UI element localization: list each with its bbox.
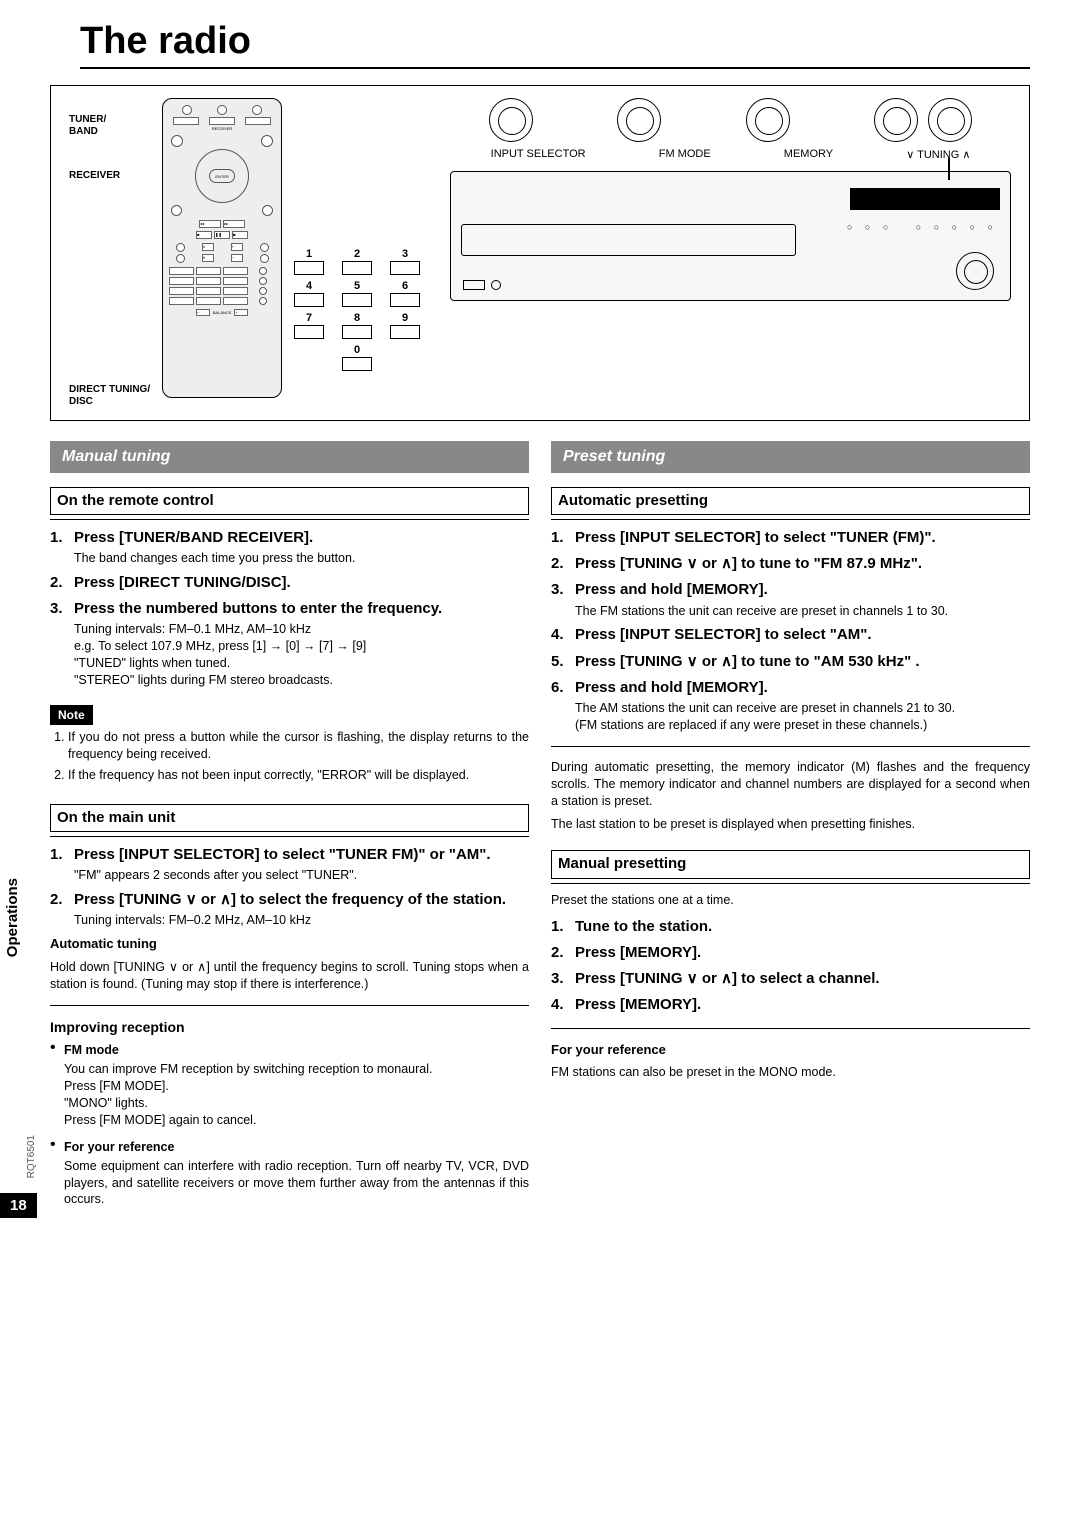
automatic-tuning-body: Hold down [TUNING ∨ or ∧] until the freq…: [50, 959, 529, 993]
preset-tuning-column: Preset tuning Automatic presetting Press…: [551, 441, 1030, 1218]
side-tab-operations: Operations: [0, 870, 25, 965]
automatic-presetting-subhead: Automatic presetting: [551, 487, 1030, 515]
improving-reception-list: FM modeYou can improve FM reception by s…: [50, 1042, 529, 1208]
remote-label-direct: DIRECT TUNING/ DISC: [69, 384, 150, 408]
manual-preset-intro: Preset the stations one at a time.: [551, 892, 1030, 909]
knob-tuning-down: [874, 98, 918, 142]
knob-label: FM MODE: [659, 148, 711, 161]
auto-preset-para1: During automatic presetting, the memory …: [551, 759, 1030, 810]
note-list: If you do not press a button while the c…: [50, 729, 529, 784]
diagram-panel: TUNER/ BAND RECEIVER DIRECT TUNING/ DISC…: [50, 85, 1030, 421]
automatic-tuning-head: Automatic tuning: [50, 935, 529, 953]
main-unit-diagram: INPUT SELECTOR FM MODE MEMORY ∨ TUNING ∧…: [450, 98, 1011, 301]
remote-control-subhead: On the remote control: [50, 487, 529, 515]
main-unit-subhead: On the main unit: [50, 804, 529, 832]
knob-memory: [746, 98, 790, 142]
knob-tuning-up: [928, 98, 972, 142]
knob-fm-mode: [617, 98, 661, 142]
knob-label: MEMORY: [784, 148, 833, 161]
manual-tuning-column: Manual tuning On the remote control Pres…: [50, 441, 529, 1218]
document-code: RQT6501: [26, 1135, 37, 1178]
manual-tuning-heading: Manual tuning: [50, 441, 529, 473]
remote-label-tuner: TUNER/ BAND: [69, 114, 150, 138]
auto-preset-steps: Press [INPUT SELECTOR] to select "TUNER …: [551, 528, 1030, 734]
reference-head: For your reference: [551, 1041, 1030, 1059]
preset-tuning-heading: Preset tuning: [551, 441, 1030, 473]
unit-body: ○ ○ ○ ○ ○ ○ ○ ○: [450, 171, 1011, 301]
remote-body: RECEIVER ENTER ◂◂ ▸▸ ■ ❚❚ ▶: [162, 98, 282, 398]
note-label: Note: [50, 705, 93, 725]
manual-preset-steps: Tune to the station. Press [MEMORY]. Pre…: [551, 917, 1030, 1016]
page-title: The radio: [80, 20, 1030, 69]
page-footer: 18: [0, 1193, 37, 1218]
remote-label-receiver: RECEIVER: [69, 170, 150, 182]
main-unit-steps: Press [INPUT SELECTOR] to select "TUNER …: [50, 845, 529, 929]
knob-input-selector: [489, 98, 533, 142]
knob-label: ∨ TUNING ∧: [906, 148, 970, 161]
reference-body: FM stations can also be preset in the MO…: [551, 1064, 1030, 1081]
manual-presetting-subhead: Manual presetting: [551, 850, 1030, 878]
remote-steps: Press [TUNER/BAND RECEIVER].The band cha…: [50, 528, 529, 689]
remote-diagram: TUNER/ BAND RECEIVER DIRECT TUNING/ DISC…: [69, 98, 420, 408]
keypad-diagram: 1 2 3 4 5 6 7 8 9 0: [294, 248, 420, 362]
auto-preset-para2: The last station to be preset is display…: [551, 816, 1030, 833]
page-number: 18: [0, 1193, 37, 1218]
improving-reception-head: Improving reception: [50, 1018, 529, 1037]
knob-label: INPUT SELECTOR: [491, 148, 586, 161]
